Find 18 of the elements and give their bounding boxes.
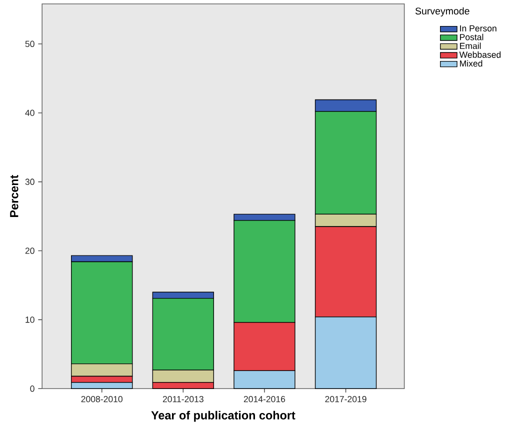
legend-label: Postal: [460, 34, 484, 40]
y-tick-label: 10: [26, 316, 34, 323]
y-axis-title: Percent: [10, 175, 18, 218]
legend-label: Webbased: [459, 52, 501, 58]
y-tick-label: 50: [25, 40, 34, 48]
y-tick-label: 30: [25, 178, 34, 186]
legend-label: Mixed: [460, 60, 482, 67]
y-tick-label: 40: [25, 110, 34, 116]
y-tick-label: 0: [30, 386, 34, 392]
x-tick-label: 2011-2013: [162, 396, 204, 402]
x-tick-label: 2008-2010: [81, 396, 122, 402]
x-tick-label: 2014-2016: [244, 396, 286, 402]
x-axis-title: Year of publication cohort: [151, 411, 296, 422]
legend-title: Surveymode: [415, 8, 470, 17]
y-tick-label: 20: [25, 248, 34, 254]
x-tick-label: 2017-2019: [325, 396, 366, 402]
legend-label: Email: [460, 42, 481, 50]
legend-label: In Person: [460, 25, 496, 32]
